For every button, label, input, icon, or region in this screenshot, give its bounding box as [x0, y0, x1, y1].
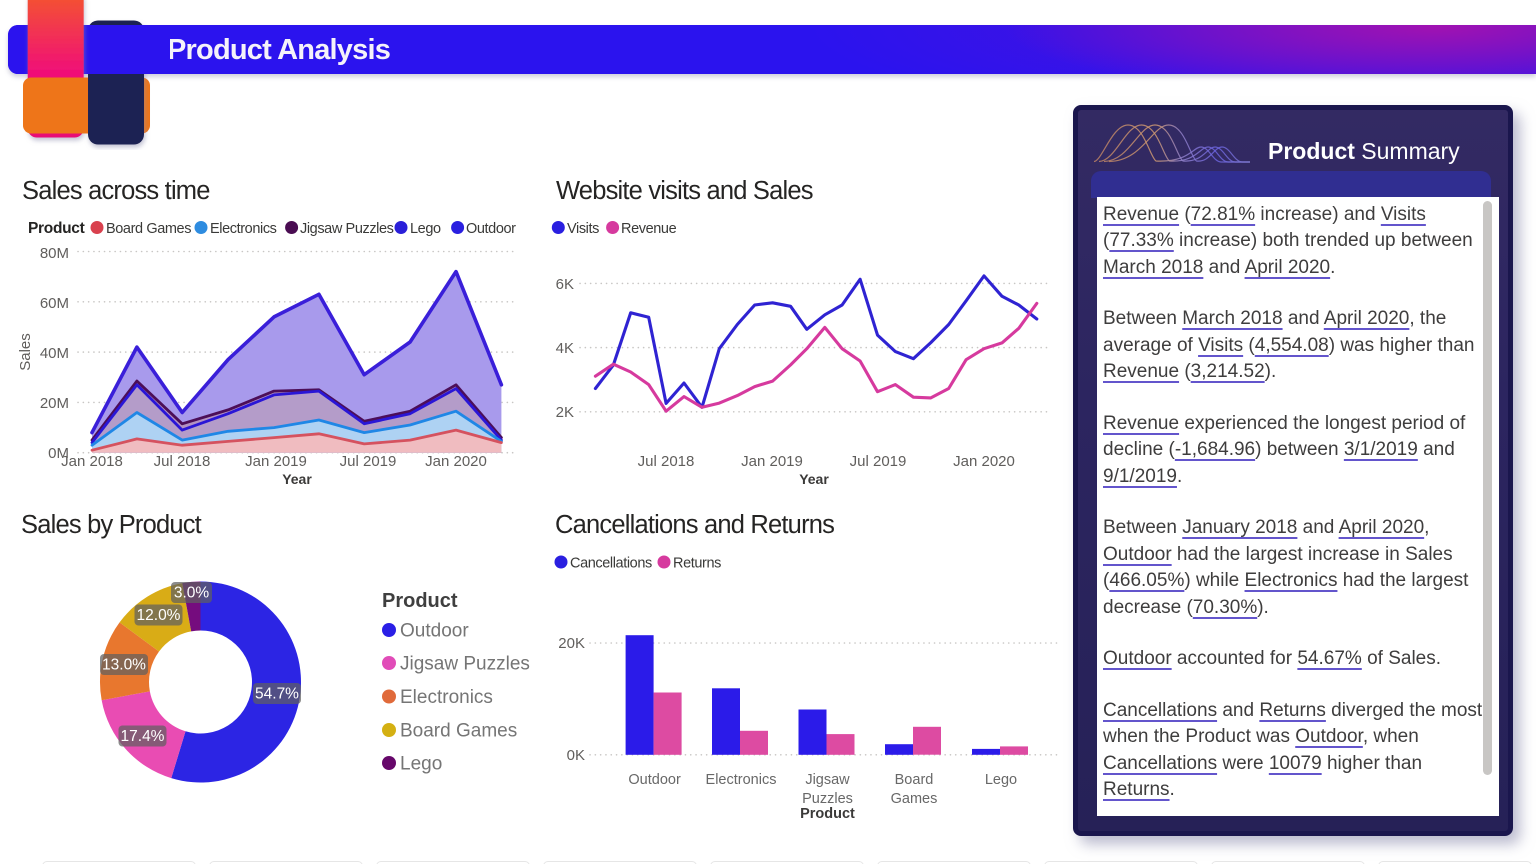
- svg-text:Jan 2020: Jan 2020: [425, 453, 487, 470]
- svg-text:Board: Board: [895, 772, 934, 788]
- svg-text:Board Games: Board Games: [106, 221, 191, 237]
- svg-text:20K: 20K: [558, 635, 585, 652]
- svg-text:Jul 2019: Jul 2019: [850, 453, 907, 470]
- svg-text:Jul 2018: Jul 2018: [638, 453, 695, 470]
- svg-text:Jan 2019: Jan 2019: [741, 453, 803, 470]
- svg-text:40M: 40M: [40, 345, 69, 362]
- svg-text:17.4%: 17.4%: [121, 728, 165, 745]
- svg-text:Product: Product: [800, 806, 855, 822]
- svg-text:3.0%: 3.0%: [174, 585, 210, 602]
- svg-text:60M: 60M: [40, 295, 69, 312]
- svg-text:80M: 80M: [40, 245, 69, 262]
- svg-text:Jul 2019: Jul 2019: [340, 453, 397, 470]
- svg-text:0K: 0K: [567, 747, 585, 764]
- svg-text:Year: Year: [282, 471, 312, 487]
- svg-text:Electronics: Electronics: [706, 772, 777, 788]
- svg-text:Jigsaw Puzzles: Jigsaw Puzzles: [300, 221, 394, 237]
- svg-text:Visits: Visits: [567, 221, 599, 237]
- svg-text:Lego: Lego: [410, 221, 441, 237]
- svg-text:Year: Year: [799, 471, 829, 487]
- svg-text:20M: 20M: [40, 395, 69, 412]
- svg-text:Outdoor: Outdoor: [400, 621, 469, 642]
- svg-text:Lego: Lego: [985, 772, 1017, 788]
- svg-text:Puzzles: Puzzles: [802, 791, 853, 807]
- svg-text:Electronics: Electronics: [400, 687, 493, 708]
- svg-text:Product: Product: [28, 220, 85, 237]
- svg-text:Jigsaw Puzzles: Jigsaw Puzzles: [400, 654, 530, 675]
- svg-text:Board Games: Board Games: [400, 721, 517, 742]
- svg-text:0M: 0M: [48, 445, 69, 462]
- svg-text:Outdoor: Outdoor: [466, 221, 516, 237]
- svg-text:Jan 2020: Jan 2020: [953, 453, 1015, 470]
- svg-text:Jan 2019: Jan 2019: [245, 453, 307, 470]
- svg-text:2K: 2K: [556, 404, 574, 421]
- svg-text:Jan 2018: Jan 2018: [61, 453, 123, 470]
- svg-text:Lego: Lego: [400, 754, 442, 775]
- svg-text:12.0%: 12.0%: [137, 607, 181, 624]
- svg-text:Jigsaw: Jigsaw: [805, 772, 850, 788]
- svg-text:13.0%: 13.0%: [102, 657, 146, 674]
- svg-text:Electronics: Electronics: [210, 221, 277, 237]
- svg-text:Sales: Sales: [17, 333, 34, 371]
- svg-text:6K: 6K: [556, 276, 574, 293]
- svg-text:54.7%: 54.7%: [255, 686, 299, 703]
- svg-text:Cancellations: Cancellations: [570, 556, 652, 572]
- svg-text:4K: 4K: [556, 340, 574, 357]
- svg-text:Games: Games: [891, 791, 938, 807]
- svg-text:Jul 2018: Jul 2018: [154, 453, 211, 470]
- svg-text:Outdoor: Outdoor: [628, 772, 681, 788]
- svg-text:Revenue: Revenue: [621, 221, 677, 237]
- svg-text:Product: Product: [382, 590, 458, 612]
- svg-text:Returns: Returns: [673, 556, 721, 572]
